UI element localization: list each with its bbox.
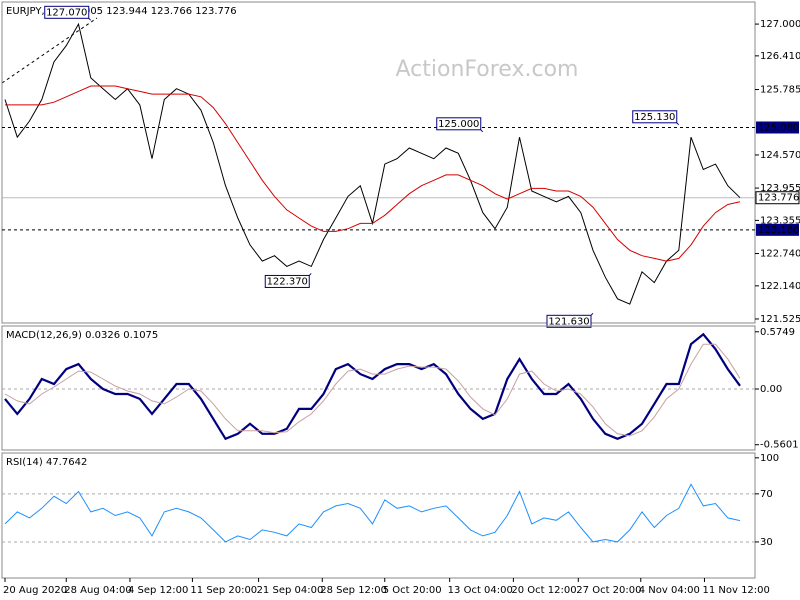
series-line <box>4 332 741 441</box>
annotation-label: 121.630 <box>548 316 589 327</box>
annotation-label: 127.070 <box>46 7 87 18</box>
annotation-box <box>436 117 482 131</box>
y-tick-label: 123.955 <box>760 183 800 194</box>
annotation-label: 122.370 <box>267 276 308 287</box>
x-tick-label: 28 Sep 12:00 <box>320 585 387 596</box>
x-tick-label: 13 Oct 04:00 <box>448 585 513 596</box>
annotation-box <box>632 110 678 124</box>
x-tick-label: 11 Sep 20:00 <box>190 585 257 596</box>
y-tick-label: 121.525 <box>760 314 800 325</box>
series-line <box>4 343 741 437</box>
annotation-tick <box>590 312 594 316</box>
annotation-tick <box>308 273 312 276</box>
level-label: 123.180 <box>758 225 799 236</box>
y-tick-label: 123.355 <box>760 215 800 226</box>
panel-frame <box>1 452 756 579</box>
x-tick-label: 5 Oct 20:00 <box>383 585 442 596</box>
y-tick-label: 100 <box>760 453 779 464</box>
y-tick-label: 126.410 <box>760 51 800 62</box>
annotation-tick <box>480 129 484 133</box>
x-tick-label: 20 Oct 12:00 <box>511 585 576 596</box>
y-tick-label: 0.5749 <box>760 327 795 338</box>
y-tick-label: 125.785 <box>760 85 800 96</box>
y-tick-label: 124.570 <box>760 150 800 161</box>
x-tick-label: 28 Aug 04:00 <box>64 585 131 596</box>
series-line <box>5 85 741 262</box>
panel-title: EURJPY,H4 123.905 123.944 123.766 123.77… <box>6 6 237 17</box>
panel-frame <box>1 325 756 451</box>
y-tick-label: 127.000 <box>760 19 800 30</box>
annotation-label: 125.130 <box>634 112 675 123</box>
x-tick-label: 21 Sep 04:00 <box>257 585 324 596</box>
annotation-box <box>44 5 90 19</box>
level-label-box <box>756 223 799 236</box>
annotation-label: 125.000 <box>438 119 479 130</box>
annotation-box <box>264 274 310 288</box>
panel-title: MACD(12,26,9) 0.0326 0.1075 <box>6 330 158 341</box>
y-tick-label: -0.5601 <box>760 440 799 451</box>
y-tick-label: 0.00 <box>760 384 782 395</box>
current-price-label: 123.776 <box>758 193 799 204</box>
x-tick-label: 4 Sep 12:00 <box>128 585 188 596</box>
level-label: 125.080 <box>758 122 799 133</box>
annotation-tick <box>676 122 680 126</box>
panel-title: RSI(14) 47.7642 <box>6 457 87 468</box>
x-tick-label: 27 Oct 20:00 <box>576 585 641 596</box>
x-tick-label: 20 Aug 2020 <box>3 585 67 596</box>
y-tick-label: 70 <box>760 489 773 500</box>
series-line <box>4 483 741 543</box>
y-tick-label: 122.740 <box>760 249 800 260</box>
panel-frame <box>1 1 756 324</box>
annotation-box <box>546 314 592 328</box>
level-label-box <box>756 121 799 134</box>
annotation-tick <box>88 17 92 21</box>
watermark: ActionForex.com <box>396 57 579 82</box>
current-price-box <box>755 191 800 205</box>
y-tick-label: 30 <box>760 537 773 548</box>
y-tick-label: 122.140 <box>760 281 800 292</box>
trendline <box>1 17 98 84</box>
x-tick-label: 4 Nov 04:00 <box>639 585 700 596</box>
x-tick-label: 11 Nov 12:00 <box>702 585 769 596</box>
